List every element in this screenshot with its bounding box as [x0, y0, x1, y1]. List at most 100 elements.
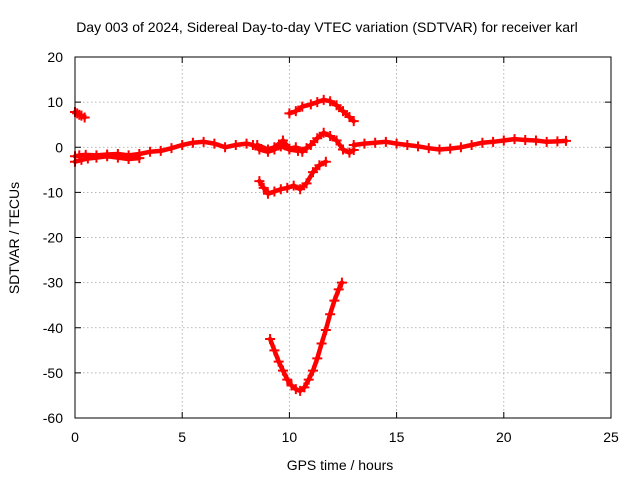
data-point	[295, 184, 306, 195]
data-point	[455, 142, 466, 153]
data-point	[434, 144, 445, 155]
data-point	[123, 153, 134, 164]
data-point	[252, 139, 263, 150]
series-baseline-aux	[252, 127, 359, 158]
data-point	[402, 139, 413, 150]
x-tick-label: 20	[496, 429, 512, 445]
data-point	[312, 97, 323, 108]
data-point	[102, 151, 113, 162]
data-point	[520, 135, 531, 146]
data-point	[290, 142, 301, 153]
data-point	[254, 176, 265, 187]
data-point	[145, 146, 156, 157]
data-point	[338, 106, 348, 117]
data-point	[220, 142, 231, 153]
data-point	[297, 101, 308, 112]
data-point	[348, 139, 359, 150]
y-tick-label: -10	[43, 184, 63, 200]
data-point	[275, 184, 286, 195]
data-point	[166, 143, 177, 154]
data-point	[134, 153, 145, 164]
data-point	[198, 136, 209, 147]
data-point	[262, 188, 273, 199]
data-point	[509, 134, 520, 145]
data-point	[262, 144, 273, 155]
data-point	[560, 135, 571, 146]
data-point	[331, 100, 342, 111]
y-tick-label: -60	[43, 410, 63, 426]
series-deep-dip	[265, 277, 347, 396]
data-point	[348, 116, 359, 127]
series-layer	[70, 94, 571, 396]
data-point	[82, 153, 93, 164]
data-point	[331, 135, 342, 146]
series-baseline-late	[348, 134, 571, 155]
data-point	[305, 139, 316, 150]
data-point	[314, 160, 325, 171]
data-point	[269, 142, 280, 153]
data-point	[477, 137, 488, 148]
data-point	[307, 167, 318, 178]
data-point	[359, 138, 370, 149]
data-point	[552, 136, 563, 147]
data-point	[325, 309, 336, 320]
data-point	[269, 345, 280, 356]
data-point	[498, 135, 509, 146]
tick-layer: 0 5 10 15 20 25 20 10 0 -10 -20 -30 -40 -50 -60	[43, 49, 619, 445]
data-point	[318, 94, 329, 105]
data-point	[187, 137, 198, 148]
data-point	[282, 374, 293, 385]
series-upper-arc	[284, 94, 359, 127]
data-point	[277, 365, 288, 376]
data-point	[530, 135, 541, 146]
data-point	[288, 180, 299, 191]
y-tick-label: -50	[43, 365, 63, 381]
data-point	[338, 144, 348, 155]
data-point	[265, 334, 276, 345]
data-point	[241, 138, 252, 149]
x-tick-label: 5	[178, 429, 186, 445]
data-point	[177, 139, 188, 150]
data-point	[301, 178, 312, 189]
data-point	[380, 136, 391, 147]
data-point	[76, 154, 87, 165]
data-point	[269, 186, 280, 197]
data-point	[284, 143, 295, 154]
data-point	[320, 156, 331, 167]
data-point	[445, 143, 456, 154]
series-sat-a-early	[70, 107, 90, 123]
data-point	[155, 145, 166, 156]
data-point	[305, 99, 316, 110]
data-point	[307, 365, 318, 376]
series-line	[267, 280, 345, 394]
data-point	[423, 143, 434, 154]
data-point	[258, 182, 269, 193]
data-point	[325, 96, 336, 107]
data-point	[541, 136, 552, 147]
series-line	[257, 159, 329, 196]
data-point	[320, 325, 331, 336]
data-point	[79, 112, 90, 123]
data-point	[318, 127, 329, 138]
data-point	[277, 135, 288, 146]
data-point	[273, 356, 284, 367]
data-point	[312, 353, 323, 364]
data-point	[325, 130, 336, 141]
data-point	[112, 152, 123, 163]
series-negative-band	[254, 156, 331, 199]
data-point	[299, 382, 310, 393]
series-baseline-lower	[70, 151, 145, 167]
data-point	[316, 338, 327, 349]
data-point	[290, 106, 301, 117]
y-tick-label: 0	[55, 139, 63, 155]
x-tick-label: 25	[603, 429, 619, 445]
data-point	[336, 277, 347, 288]
data-point	[488, 136, 499, 147]
data-point	[370, 137, 381, 148]
x-tick-label: 15	[389, 429, 405, 445]
y-tick-label: -20	[43, 230, 63, 246]
data-point	[466, 139, 477, 150]
data-point	[209, 138, 220, 149]
data-point	[391, 138, 402, 149]
